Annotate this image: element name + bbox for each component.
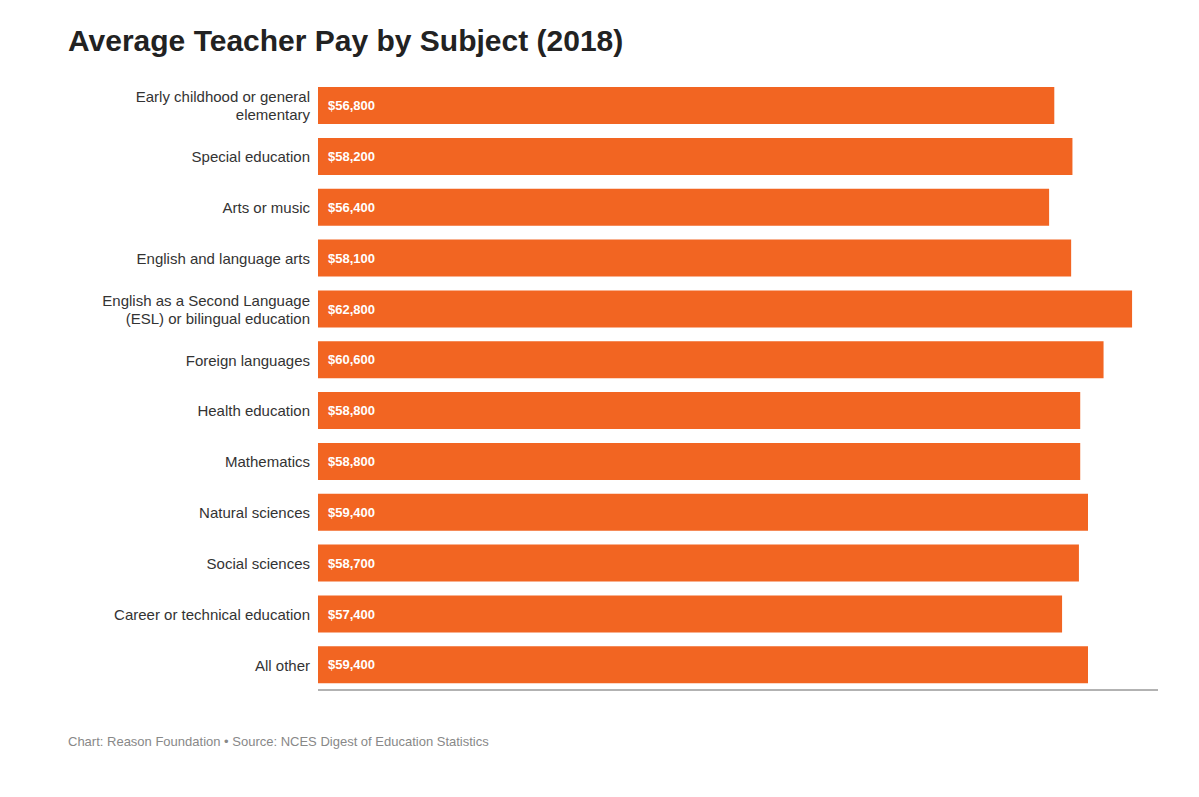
svg-text:Natural sciences: Natural sciences <box>199 504 310 521</box>
svg-text:Arts or music: Arts or music <box>222 199 310 216</box>
svg-text:$56,400: $56,400 <box>328 200 375 215</box>
svg-text:$59,400: $59,400 <box>328 505 375 520</box>
svg-text:Special education: Special education <box>192 148 310 165</box>
svg-text:$58,800: $58,800 <box>328 403 375 418</box>
svg-text:$62,800: $62,800 <box>328 302 375 317</box>
html-text:Chart: Reason Foundation • Sou: Chart: Reason Foundation • Source: NCES … <box>68 734 489 749</box>
svg-text:Early childhood or generalelem: Early childhood or generalelementary <box>136 88 311 123</box>
svg-text:$58,100: $58,100 <box>328 251 375 266</box>
svg-text:All other: All other <box>255 656 310 673</box>
svg-text:$58,700: $58,700 <box>328 556 375 571</box>
svg-text:English and language arts: English and language arts <box>137 249 310 266</box>
svg-text:English as a Second Language(E: English as a Second Language(ESL) or bil… <box>102 291 310 326</box>
svg-text:$58,200: $58,200 <box>328 149 375 164</box>
svg-text:Career or technical education: Career or technical education <box>114 605 310 622</box>
svg-text:Mathematics: Mathematics <box>225 453 310 470</box>
svg-text:$58,800: $58,800 <box>328 454 375 469</box>
svg-text:$57,400: $57,400 <box>328 607 375 622</box>
svg-text:Social sciences: Social sciences <box>207 554 310 571</box>
svg-text:$60,600: $60,600 <box>328 352 375 367</box>
svg-text:Health education: Health education <box>197 402 310 419</box>
svg-text:$59,400: $59,400 <box>328 657 375 672</box>
svg-text:$56,800: $56,800 <box>328 98 375 113</box>
svg-text:Foreign languages: Foreign languages <box>186 351 310 368</box>
html-text:Average Teacher Pay by Subject: Average Teacher Pay by Subject (2018) <box>68 24 624 57</box>
